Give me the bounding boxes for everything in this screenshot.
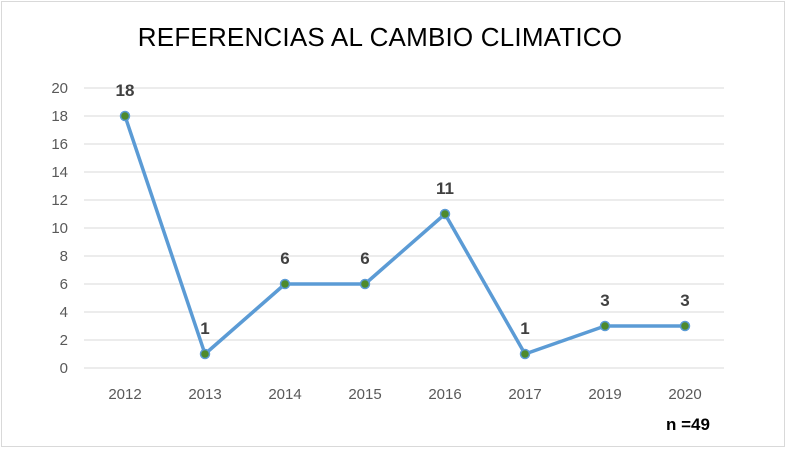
data-point — [119, 110, 131, 122]
y-tick-label: 10 — [51, 220, 68, 237]
data-label: 3 — [600, 291, 609, 310]
y-tick-label: 20 — [51, 80, 68, 97]
data-label: 3 — [680, 291, 689, 310]
y-tick-label: 12 — [51, 192, 68, 209]
data-point — [279, 278, 291, 290]
x-tick-label: 2014 — [268, 386, 301, 403]
data-point — [439, 208, 451, 220]
x-tick-label: 2015 — [348, 386, 381, 403]
y-tick-label: 4 — [60, 304, 68, 321]
data-label: 1 — [200, 319, 209, 338]
data-point — [359, 278, 371, 290]
chart-frame: REFERENCIAS AL CAMBIO CLIMATICO 0 2 4 6 8 10 1… — [1, 1, 785, 447]
y-tick-label: 8 — [60, 248, 68, 265]
sample-size-annotation: n =49 — [666, 415, 710, 434]
data-point — [519, 348, 531, 360]
data-label: 1 — [520, 319, 529, 338]
chart-title: REFERENCIAS AL CAMBIO CLIMATICO — [137, 22, 623, 52]
data-point — [679, 320, 691, 332]
data-label: 6 — [280, 249, 289, 268]
x-tick-label: 2012 — [108, 386, 141, 403]
y-tick-label: 18 — [51, 108, 68, 125]
x-tick-label: 2013 — [188, 386, 221, 403]
data-label: 6 — [360, 249, 369, 268]
data-label: 11 — [436, 179, 454, 198]
x-tick-label: 2020 — [668, 386, 701, 403]
data-point — [599, 320, 611, 332]
data-point — [199, 348, 211, 360]
data-label: 18 — [116, 81, 135, 100]
y-tick-label: 14 — [51, 164, 68, 181]
y-tick-label: 16 — [51, 136, 68, 153]
y-tick-label: 0 — [60, 360, 68, 377]
x-tick-label: 2016 — [428, 386, 461, 403]
x-tick-label: 2017 — [508, 386, 541, 403]
x-tick-label: 2019 — [588, 386, 621, 403]
y-tick-label: 6 — [60, 276, 68, 293]
series-line — [123, 114, 687, 356]
y-tick-label: 2 — [60, 332, 68, 349]
